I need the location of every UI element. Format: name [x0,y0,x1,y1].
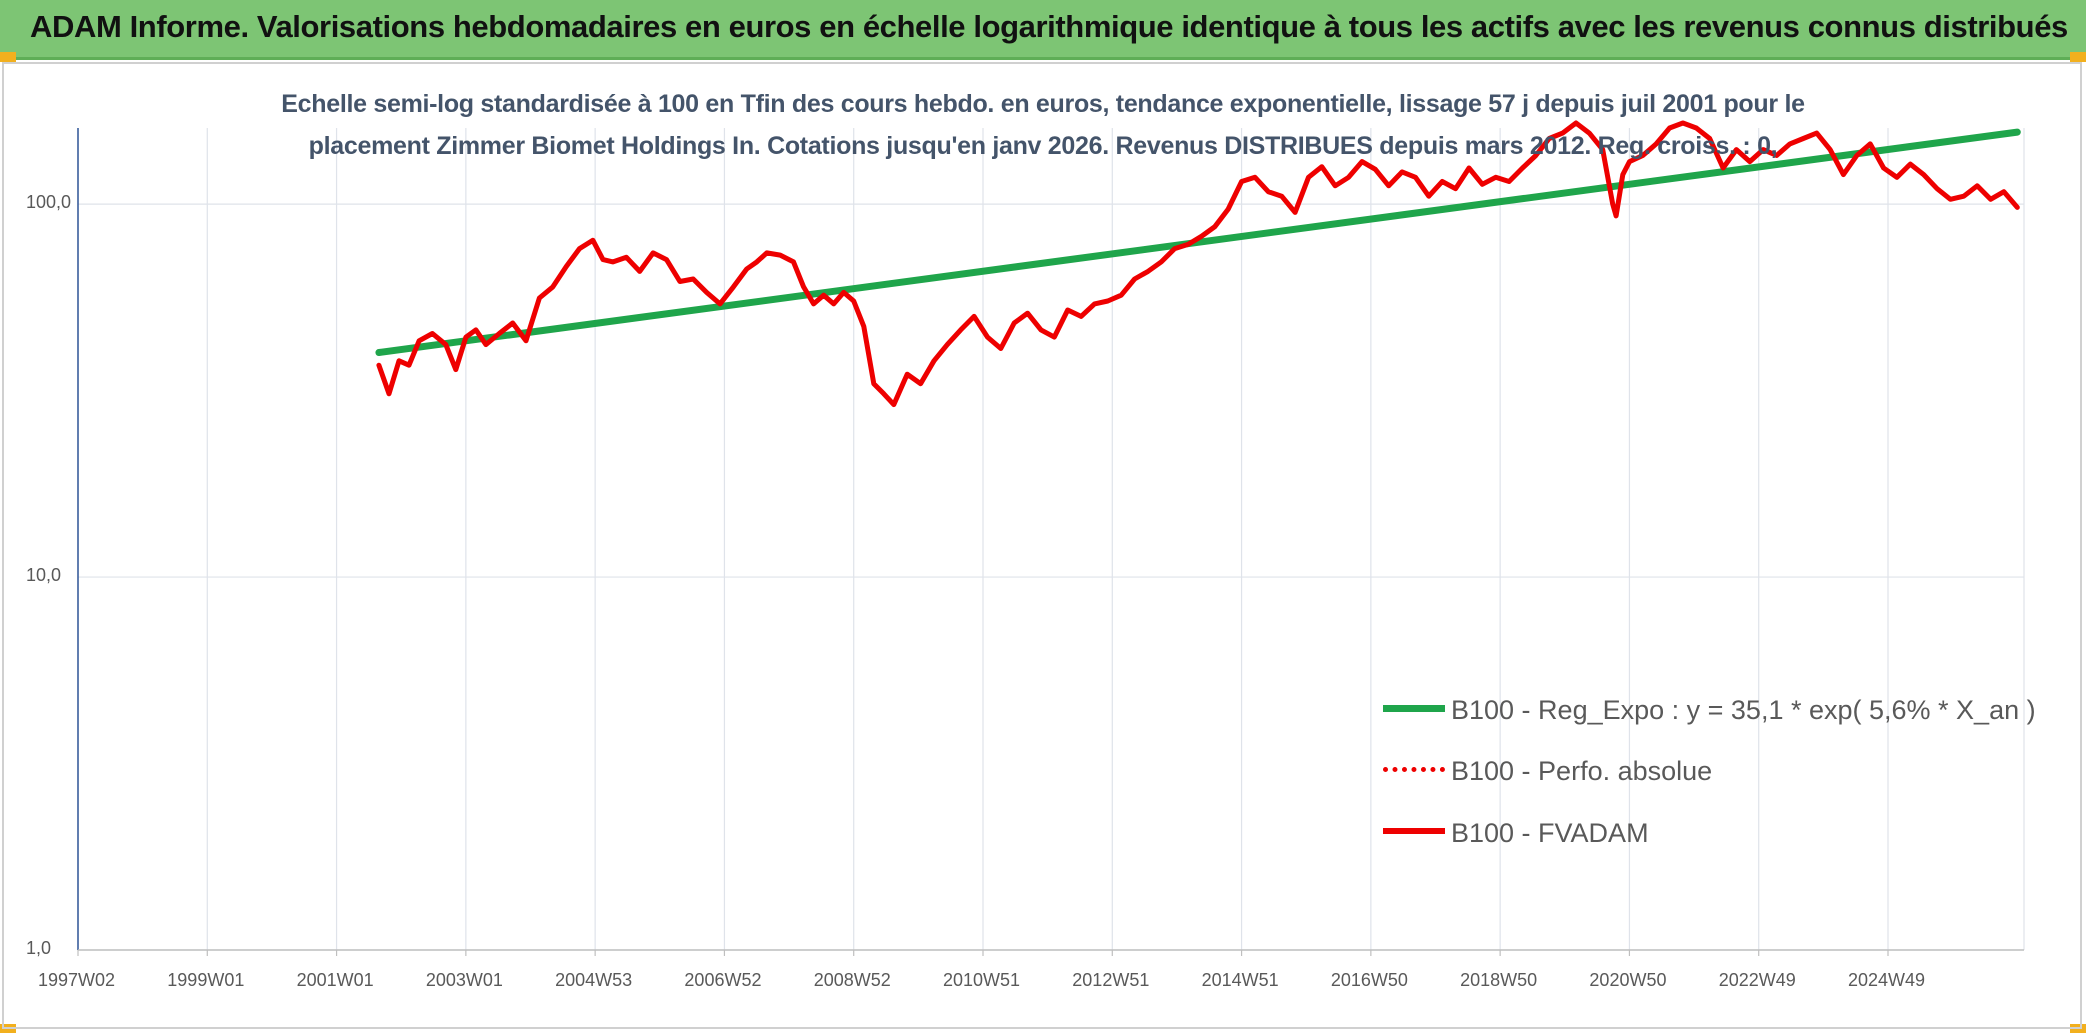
banner-title: ADAM Informe. Valorisations hebdomadaire… [30,9,2068,44]
chart-title-line-2: placement Zimmer Biomet Holdings In. Cot… [308,132,1778,160]
chart-frame [2,62,2082,1029]
x-tick-label: 2010W51 [943,970,1021,990]
x-tick-label: 1997W02 [38,970,116,990]
x-tick-label: 2022W49 [1718,970,1796,990]
legend-label-fvadam: B100 - FVADAM [1451,818,1649,848]
x-tick-label: 2006W52 [684,970,762,990]
x-tick-label: 2004W53 [555,970,633,990]
x-tick-label: 2012W51 [1072,970,1150,990]
chart-title-line-1: Echelle semi-log standardisée à 100 en T… [281,90,1805,118]
x-tick-label: 2018W50 [1460,970,1538,990]
series-trend-line [375,128,2021,357]
corner-marker-left [0,52,16,62]
series-fvadam-line [376,120,2020,408]
legend-swatch-perfo [1383,767,1445,772]
x-tick-label: 2001W01 [296,970,374,990]
x-tick-label: 2003W01 [425,970,503,990]
legend-swatch-trend [1383,705,1445,712]
x-tick-label: 2020W50 [1589,970,1667,990]
legend-swatch-fvadam [1383,828,1445,834]
x-tick-label: 2024W49 [1848,970,1926,990]
x-tick-label: 1999W01 [167,970,245,990]
y-tick-label: 1,0 [26,938,52,958]
legend-label-trend: B100 - Reg_Expo : y = 35,1 * exp( 5,6% *… [1451,695,2036,725]
y-tick-label: 10,0 [26,565,62,586]
corner-marker-right [2070,52,2086,62]
y-tick-label: 100,0 [26,192,72,213]
x-tick-label: 2014W51 [1201,970,1279,990]
legend-label-perfo: B100 - Perfo. absolue [1451,756,1713,786]
banner: ADAM Informe. Valorisations hebdomadaire… [0,0,2086,60]
x-tick-label: 2016W50 [1330,970,1408,990]
x-tick-label: 2008W52 [813,970,891,990]
